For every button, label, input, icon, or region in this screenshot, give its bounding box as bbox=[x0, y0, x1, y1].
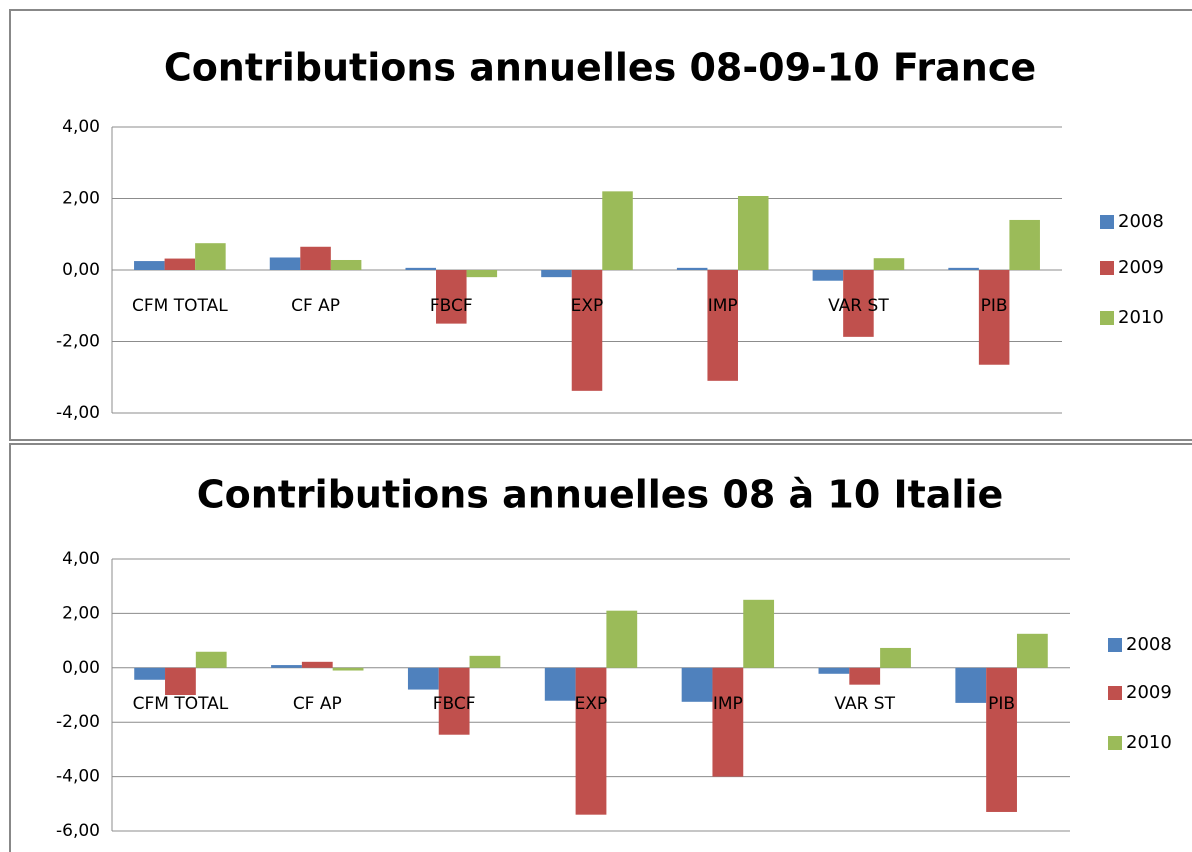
legend-swatch bbox=[1108, 638, 1122, 652]
chart-title: Contributions annuelles 08-09-10 France bbox=[164, 46, 1036, 90]
bar bbox=[681, 667, 713, 702]
bar bbox=[707, 270, 738, 381]
x-tick-label: CFM TOTAL bbox=[133, 694, 229, 714]
bar bbox=[195, 651, 227, 668]
legend-swatch bbox=[1100, 311, 1114, 325]
x-tick-label: IMP bbox=[713, 694, 743, 714]
legend-label: 2009 bbox=[1126, 682, 1172, 703]
y-tick-label: 4,00 bbox=[62, 549, 100, 569]
bar bbox=[300, 246, 331, 270]
bar bbox=[676, 267, 708, 270]
y-tick-label: -6,00 bbox=[56, 821, 100, 841]
bar bbox=[269, 257, 301, 270]
bar bbox=[606, 610, 638, 668]
bar bbox=[165, 667, 196, 695]
bar bbox=[1016, 633, 1048, 668]
legend-swatch bbox=[1100, 261, 1114, 275]
bar bbox=[712, 667, 744, 777]
y-tick-label: -4,00 bbox=[56, 403, 100, 423]
bar bbox=[843, 270, 874, 337]
legend-label: 2010 bbox=[1126, 732, 1172, 753]
x-tick-label: EXP bbox=[571, 296, 604, 316]
x-tick-label: FBCF bbox=[433, 694, 476, 714]
chart-frame bbox=[9, 443, 1192, 852]
y-tick-label: -2,00 bbox=[56, 712, 100, 732]
x-tick-label: EXP bbox=[575, 694, 608, 714]
bar bbox=[978, 270, 1010, 365]
bar bbox=[880, 647, 911, 668]
legend-swatch bbox=[1100, 215, 1114, 229]
x-tick-label: IMP bbox=[708, 296, 738, 316]
bar bbox=[948, 267, 979, 270]
x-tick-label: PIB bbox=[988, 694, 1015, 714]
chart-title: Contributions annuelles 08 à 10 Italie bbox=[197, 473, 1004, 517]
bar bbox=[544, 667, 576, 701]
y-tick-label: -2,00 bbox=[56, 332, 100, 352]
legend-label: 2008 bbox=[1126, 634, 1172, 655]
bar bbox=[575, 667, 607, 815]
bar bbox=[818, 667, 850, 674]
bar bbox=[812, 270, 844, 281]
bar bbox=[301, 661, 333, 668]
y-tick-label: 0,00 bbox=[62, 260, 100, 280]
bar bbox=[405, 267, 437, 270]
bar bbox=[134, 261, 165, 270]
x-tick-label: CFM TOTAL bbox=[132, 296, 228, 316]
x-tick-label: FBCF bbox=[430, 296, 473, 316]
bar bbox=[986, 667, 1017, 812]
legend-label: 2008 bbox=[1118, 211, 1164, 232]
y-tick-label: 2,00 bbox=[62, 603, 100, 623]
y-tick-label: 2,00 bbox=[62, 189, 100, 209]
bar bbox=[1009, 219, 1040, 270]
bar bbox=[195, 243, 226, 270]
x-tick-label: CF AP bbox=[291, 296, 340, 316]
bar bbox=[873, 258, 905, 270]
bar bbox=[737, 195, 769, 270]
bar bbox=[332, 667, 364, 671]
bar bbox=[849, 667, 881, 685]
bar bbox=[330, 259, 362, 270]
bar bbox=[571, 270, 603, 391]
bar bbox=[134, 667, 166, 680]
bar bbox=[466, 270, 498, 278]
bar bbox=[743, 599, 775, 668]
bar bbox=[469, 655, 501, 668]
bar bbox=[436, 270, 467, 324]
bar bbox=[955, 667, 987, 703]
legend-swatch bbox=[1108, 686, 1122, 700]
bar bbox=[602, 191, 633, 270]
y-tick-label: 0,00 bbox=[62, 658, 100, 678]
chart-frame bbox=[9, 9, 1192, 441]
bar bbox=[407, 667, 439, 690]
bar bbox=[164, 258, 196, 270]
x-tick-label: VAR ST bbox=[828, 296, 889, 316]
x-tick-label: VAR ST bbox=[834, 694, 895, 714]
bar bbox=[541, 270, 572, 278]
y-tick-label: 4,00 bbox=[62, 117, 100, 137]
x-tick-label: PIB bbox=[981, 296, 1008, 316]
bar bbox=[271, 665, 302, 668]
bar bbox=[438, 667, 470, 735]
legend-label: 2010 bbox=[1118, 307, 1164, 328]
x-tick-label: CF AP bbox=[293, 694, 342, 714]
legend-label: 2009 bbox=[1118, 257, 1164, 278]
y-tick-label: -4,00 bbox=[56, 767, 100, 787]
legend-swatch bbox=[1108, 736, 1122, 750]
